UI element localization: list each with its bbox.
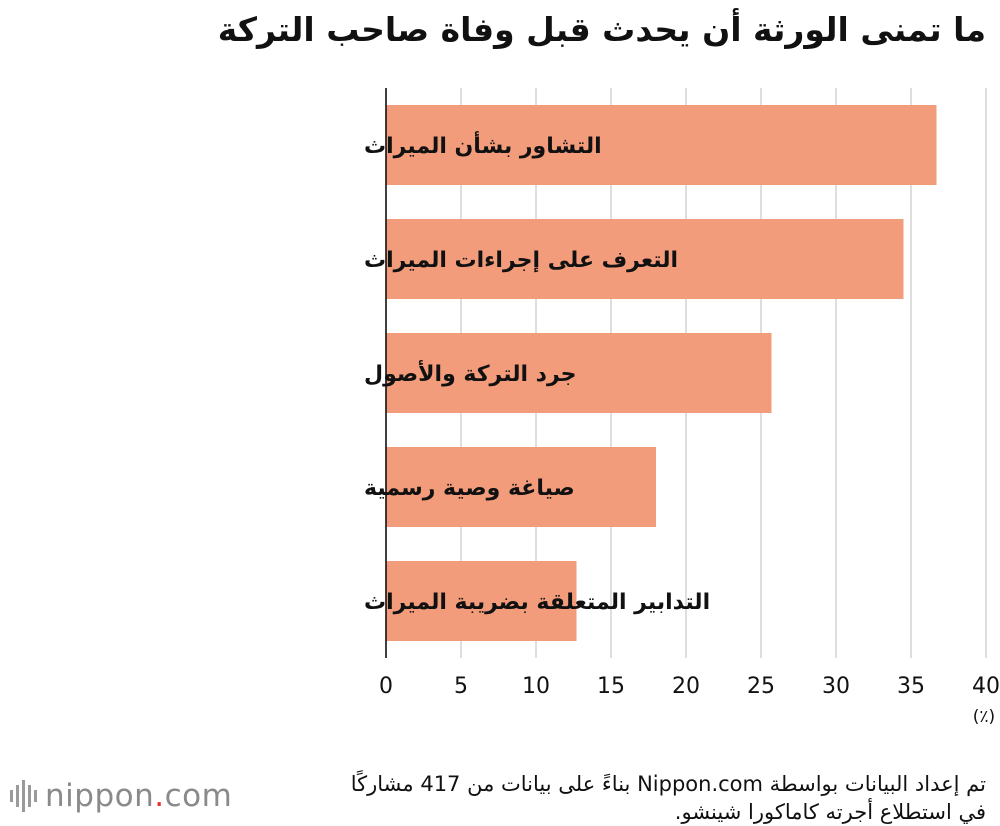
x-tick-label: 5 [454,674,468,699]
logo-bars-icon [10,780,37,812]
logo-wordmark: nippon.com [45,778,232,814]
x-tick-label: 0 [379,674,393,699]
x-tick-label: 20 [672,674,700,699]
category-label: التعرف على إجراءات الميراث [364,248,678,273]
bar-chart: التشاور بشأن الميراث التعرف على إجراءات ا… [364,88,1000,727]
x-axis-unit: (٪) [973,707,995,727]
logo-name: nippon [45,778,155,814]
bar [386,333,772,413]
bar [386,561,577,641]
bars [386,105,937,641]
bar [386,447,656,527]
logo-tld: com [164,778,233,814]
category-label: التشاور بشأن الميراث [364,130,602,159]
x-tick-label: 35 [897,674,925,699]
category-label: التدابير المتعلقة بضريبة الميراث [364,590,710,615]
bar [386,105,937,185]
source-line-2: في استطلاع أجرته كاماكورا شينشو. [674,800,986,824]
x-tick-label: 30 [822,674,850,699]
source-line-1: تم إعداد البيانات بواسطة Nippon.com بناء… [350,772,986,796]
category-label: جرد التركة والأصول [364,359,577,387]
tick-labels: 0 5 10 15 20 25 30 35 40 [379,674,1000,699]
x-tick-label: 40 [972,674,1000,699]
x-tick-label: 25 [747,674,775,699]
chart-title: ما تمنى الورثة أن يحدث قبل وفاة صاحب الت… [217,10,986,49]
logo-dot: . [154,778,165,814]
bar [386,219,904,299]
nippon-logo: nippon.com [10,776,232,816]
category-labels: التشاور بشأن الميراث التعرف على إجراءات ا… [364,130,710,615]
x-tick-label: 15 [597,674,625,699]
category-label: صياغة وصية رسمية [364,476,575,501]
x-tick-label: 10 [522,674,550,699]
